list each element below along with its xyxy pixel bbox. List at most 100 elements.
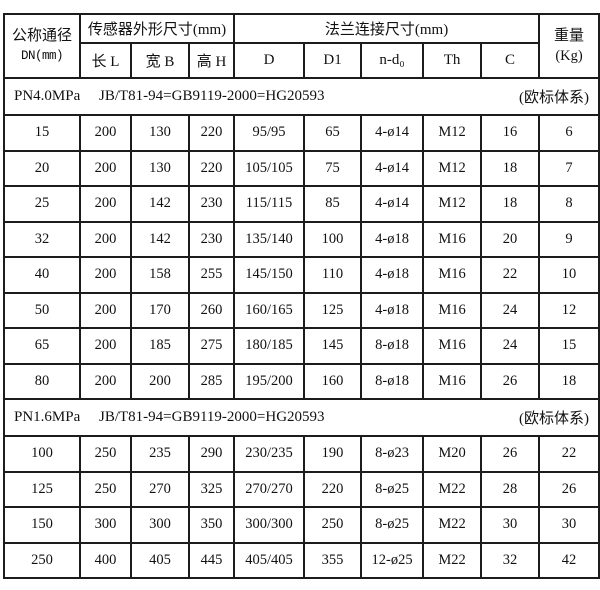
cell-c: 32	[480, 541, 541, 579]
cell-c: 26	[480, 435, 541, 473]
table-row: 150 300 300 350 300/300 250 8-ø25 M22 30 30	[3, 506, 600, 544]
cell-length-l: 200	[79, 362, 132, 400]
cell-n-d0: 12-ø25	[360, 541, 425, 579]
cell-height-h: 325	[187, 470, 236, 508]
cell-c: 18	[480, 149, 541, 187]
cell-dn: 80	[3, 362, 81, 400]
cell-d1: 125	[303, 291, 363, 329]
cell-n-d0: 4-ø14	[360, 149, 425, 187]
table-header: 公称通径 DN(mm) 传感器外形尺寸(mm) 法兰连接尺寸(mm) 重量 (K…	[3, 13, 600, 79]
cell-th: M22	[422, 506, 483, 544]
cell-th: M12	[422, 149, 483, 187]
cell-th: M16	[422, 256, 483, 294]
header-row-groups: 公称通径 DN(mm) 传感器外形尺寸(mm) 法兰连接尺寸(mm) 重量 (K…	[3, 13, 600, 79]
header-weight: 重量 (Kg)	[538, 13, 600, 79]
cell-d1: 355	[303, 541, 363, 579]
cell-undefined: 8	[538, 185, 600, 223]
subheader-width-b: 宽 B	[130, 42, 190, 79]
cell-n-d0: 4-ø18	[360, 256, 425, 294]
cell-width-b: 405	[130, 541, 190, 579]
cell-width-b: 235	[130, 435, 190, 473]
cell-dn: 150	[3, 506, 81, 544]
cell-length-l: 400	[79, 541, 132, 579]
cell-d: 95/95	[233, 114, 306, 152]
standard-reference: JB/T81-94=GB9119-2000=HG20593	[99, 88, 325, 104]
cell-c: 28	[480, 470, 541, 508]
cell-th: M16	[422, 362, 483, 400]
cell-undefined: 7	[538, 149, 600, 187]
subheader-th: Th	[422, 42, 483, 79]
cell-c: 20	[480, 220, 541, 258]
cell-d: 115/115	[233, 185, 306, 223]
cell-d: 160/165	[233, 291, 306, 329]
cell-height-h: 445	[187, 541, 236, 579]
cell-height-h: 230	[187, 185, 236, 223]
cell-th: M16	[422, 291, 483, 329]
cell-undefined: 18	[538, 362, 600, 400]
cell-dn: 15	[3, 114, 81, 152]
spec-table-wrap: 公称通径 DN(mm) 传感器外形尺寸(mm) 法兰连接尺寸(mm) 重量 (K…	[2, 13, 600, 579]
pressure-rating: PN4.0MPa	[14, 88, 81, 104]
cell-height-h: 275	[187, 327, 236, 365]
cell-width-b: 158	[130, 256, 190, 294]
cell-width-b: 130	[130, 114, 190, 152]
cell-dn: 125	[3, 470, 81, 508]
cell-d1: 110	[303, 256, 363, 294]
standard-system-note: (欧标体系)	[519, 90, 590, 106]
cell-d1: 145	[303, 327, 363, 365]
cell-c: 22	[480, 256, 541, 294]
cell-d: 145/150	[233, 256, 306, 294]
cell-d: 405/405	[233, 541, 306, 579]
cell-n-d0: 8-ø25	[360, 506, 425, 544]
section-header-cell: PN1.6MPa JB/T81-94=GB9119-2000=HG20593 (欧标…	[2, 398, 600, 437]
cell-n-d0: 4-ø18	[360, 291, 425, 329]
cell-d: 195/200	[233, 362, 306, 400]
cell-height-h: 260	[187, 291, 236, 329]
cell-undefined: 15	[538, 327, 600, 365]
cell-width-b: 300	[130, 506, 190, 544]
section-header-content: PN4.0MPa JB/T81-94=GB9119-2000=HG20593 (欧标…	[6, 86, 597, 107]
cell-d1: 75	[303, 149, 363, 187]
spec-table: 公称通径 DN(mm) 传感器外形尺寸(mm) 法兰连接尺寸(mm) 重量 (K…	[2, 13, 600, 579]
cell-dn: 40	[3, 256, 81, 294]
subheader-length-l: 长 L	[79, 42, 132, 79]
cell-d: 105/105	[233, 149, 306, 187]
cell-length-l: 250	[79, 435, 132, 473]
cell-dn: 65	[3, 327, 81, 365]
header-dn-unit-label: DN(mm)	[20, 49, 64, 63]
cell-d1: 100	[303, 220, 363, 258]
cell-n-d0: 8-ø23	[360, 435, 425, 473]
cell-d1: 190	[303, 435, 363, 473]
cell-undefined: 26	[538, 470, 600, 508]
cell-width-b: 142	[130, 185, 190, 223]
cell-d1: 65	[303, 114, 363, 152]
cell-width-b: 200	[130, 362, 190, 400]
cell-dn: 25	[3, 185, 81, 223]
cell-width-b: 170	[130, 291, 190, 329]
cell-th: M12	[422, 114, 483, 152]
header-weight-unit-label: (Kg)	[555, 48, 583, 64]
cell-n-d0: 4-ø14	[360, 185, 425, 223]
subheader-height-h: 高 H	[187, 42, 236, 79]
cell-c: 24	[480, 327, 541, 365]
cell-undefined: 6	[538, 114, 600, 152]
cell-undefined: 42	[538, 541, 600, 579]
cell-th: M16	[422, 220, 483, 258]
cell-height-h: 230	[187, 220, 236, 258]
cell-width-b: 185	[130, 327, 190, 365]
cell-undefined: 12	[538, 291, 600, 329]
table-body: PN4.0MPa JB/T81-94=GB9119-2000=HG20593 (欧标…	[2, 77, 600, 579]
cell-length-l: 200	[79, 256, 132, 294]
cell-width-b: 130	[130, 149, 190, 187]
cell-c: 18	[480, 185, 541, 223]
cell-d1: 85	[303, 185, 363, 223]
cell-width-b: 142	[130, 220, 190, 258]
cell-width-b: 270	[130, 470, 190, 508]
cell-n-d0: 8-ø18	[360, 327, 425, 365]
pressure-rating: PN1.6MPa	[14, 409, 81, 425]
cell-d1: 250	[303, 506, 363, 544]
cell-height-h: 255	[187, 256, 236, 294]
cell-th: M22	[422, 470, 483, 508]
cell-d1: 160	[303, 362, 363, 400]
